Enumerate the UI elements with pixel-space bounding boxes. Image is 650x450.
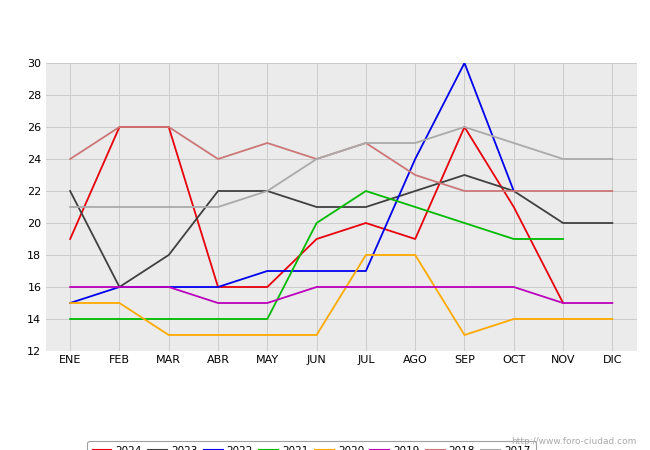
Legend: 2024, 2023, 2022, 2021, 2020, 2019, 2018, 2017: 2024, 2023, 2022, 2021, 2020, 2019, 2018… [88, 441, 536, 450]
Text: Afiliados en Bretó a 30/9/2024: Afiliados en Bretó a 30/9/2024 [199, 16, 451, 34]
Text: http://www.foro-ciudad.com: http://www.foro-ciudad.com [512, 436, 637, 446]
